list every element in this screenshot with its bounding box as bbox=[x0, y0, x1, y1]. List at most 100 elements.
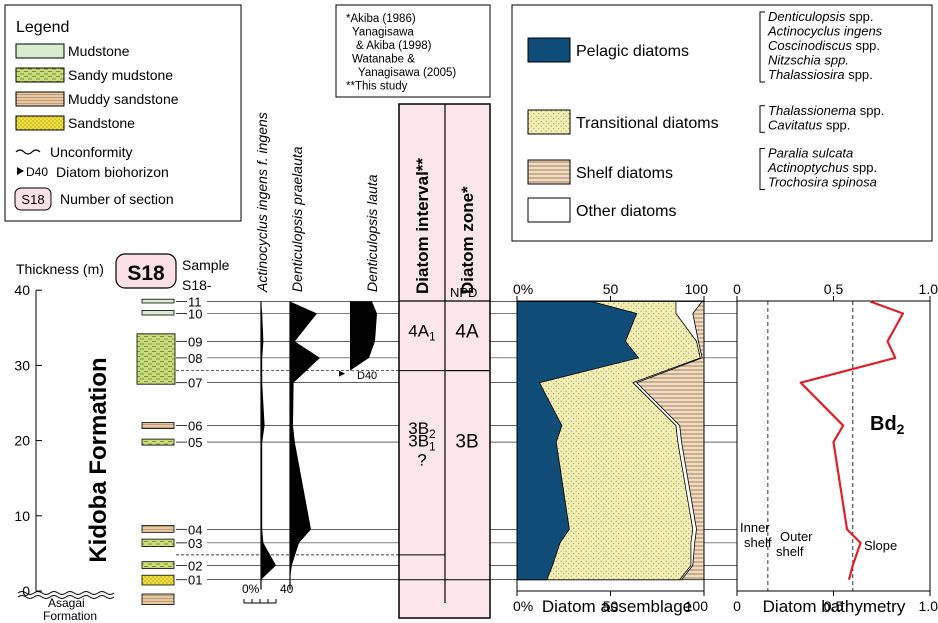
interval-label: ? bbox=[417, 451, 426, 470]
taxon-name: Coscinodiscus spp. bbox=[768, 38, 880, 53]
species-scale-zero: 0% bbox=[242, 582, 260, 596]
species-name-3: Denticulopsis lauta bbox=[364, 174, 380, 292]
assemblage-tick-label-top: 100 bbox=[685, 281, 709, 297]
taxon-name: Thalassiosira spp. bbox=[768, 67, 873, 82]
taxa-bracket bbox=[759, 105, 765, 133]
taxon-name: Paralia sulcata bbox=[768, 146, 853, 161]
bathymetry-tick-label-top: 0 bbox=[733, 281, 741, 297]
bathymetry-tick-label-bottom: 0 bbox=[733, 598, 741, 614]
interval-title: Diatom interval** bbox=[413, 158, 432, 294]
assemblage-legend-label: Transitional diatoms bbox=[576, 115, 719, 132]
lithology-bed bbox=[141, 561, 175, 569]
legend-unconformity: Unconformity bbox=[50, 144, 132, 160]
taxon-name: Actinocyclus ingens bbox=[767, 24, 883, 39]
legend-title: Legend bbox=[16, 19, 69, 36]
legend-label-mudstone: Mudstone bbox=[68, 43, 130, 59]
species-scale-bar bbox=[243, 599, 277, 604]
assemblage-swatch bbox=[527, 159, 571, 185]
column-header: Thickness (m) S18 Sample S18- bbox=[16, 253, 230, 293]
range-denticulopsis-lauta bbox=[350, 301, 377, 371]
thickness-tick-label: 20 bbox=[14, 433, 30, 449]
sample-id: 08 bbox=[188, 351, 202, 366]
bathymetry-annotation: Bd2 bbox=[870, 413, 905, 437]
unconformity-line-2 bbox=[17, 595, 115, 599]
assemblage-tick-label-bottom: 100 bbox=[685, 598, 709, 614]
biohorizon-arrow-icon bbox=[17, 167, 24, 175]
lithology-bed bbox=[141, 422, 175, 429]
legend-swatch-sandy-mudstone bbox=[15, 67, 65, 83]
unconformity-line bbox=[17, 591, 115, 595]
bathymetry-xlabel: Diatom bathymetry bbox=[763, 597, 906, 616]
sample-prefix: S18- bbox=[182, 277, 212, 293]
lower-formation-line1: Asagai bbox=[48, 596, 85, 610]
interval-label: 3B1 bbox=[408, 431, 436, 453]
lithology-bed bbox=[136, 333, 176, 385]
assemblage-legend-label: Pelagic diatoms bbox=[576, 43, 689, 60]
bathymetry-tick-label-bottom: 1.0 bbox=[919, 598, 938, 614]
bathymetry-tick-label-top: 1.0 bbox=[919, 281, 938, 297]
reference-line: *Akiba (1986) bbox=[346, 13, 416, 25]
bathymetry-zone-label: Slope bbox=[864, 538, 897, 553]
taxon-name: Nitzschia spp. bbox=[768, 53, 849, 68]
sample-id: 05 bbox=[188, 435, 202, 450]
npd-label: NPD bbox=[450, 285, 477, 300]
taxon-name: Thalassionema spp. bbox=[768, 103, 884, 118]
assemblage-tick-label-bottom: 50 bbox=[603, 598, 619, 614]
legend-biohorizon-code: D40 bbox=[26, 165, 48, 179]
thickness-tick-label: 0 bbox=[22, 583, 30, 599]
zone-label: 4A bbox=[455, 321, 479, 342]
assemblage-legend-frame bbox=[511, 4, 933, 242]
species-name-2: Denticulopsis praelauta bbox=[289, 146, 305, 292]
reference-line: Watanabe & bbox=[352, 54, 415, 66]
legend-label-muddy-sandstone: Muddy sandstone bbox=[68, 91, 179, 107]
assemblage-area-pelagic-diatoms bbox=[516, 301, 640, 581]
assemblage-tick-label-top: 50 bbox=[603, 281, 619, 297]
bathymetry-line bbox=[799, 300, 905, 581]
assemblage-tick-label-top: 0% bbox=[513, 281, 533, 297]
zone-label: 3B bbox=[455, 431, 478, 452]
species-range-chart: Actinocyclus ingens f. ingens Denticulop… bbox=[242, 112, 380, 604]
bathymetry-tick-label-top: 0.5 bbox=[824, 281, 844, 297]
diatom-zones: Diatom interval** Diatom zone* NPD 4A1 3B… bbox=[398, 103, 491, 619]
bathymetry-zone-label: shelf bbox=[744, 535, 772, 550]
assemblage-legend-label: Other diatoms bbox=[576, 203, 676, 220]
range-denticulopsis-praelauta bbox=[290, 301, 320, 580]
references-box: *Akiba (1986) Yanagisawa& Akiba (1998) Wat… bbox=[335, 4, 491, 98]
sample-id: 02 bbox=[188, 558, 202, 573]
interval-label: 3B2 bbox=[408, 419, 436, 441]
bathymetry-tick-label-bottom: 0.5 bbox=[824, 598, 844, 614]
species-scale-max: 40 bbox=[280, 582, 294, 596]
sample-id: 03 bbox=[188, 536, 202, 551]
thickness-label: Thickness (m) bbox=[16, 261, 104, 277]
assemblage-xlabel: Diatom assemblage bbox=[542, 597, 692, 616]
taxon-name: Cavitatus spp. bbox=[768, 117, 850, 132]
legend: Legend Mudstone Sandy mudstone Muddy sands… bbox=[4, 4, 242, 222]
legend-section-code: S18 bbox=[21, 192, 44, 207]
species-name-1: Actinocyclus ingens f. ingens bbox=[254, 112, 270, 293]
zone-title: Diatom zone* bbox=[458, 186, 477, 294]
lithology-bed bbox=[141, 593, 175, 605]
lithology-bed bbox=[141, 298, 175, 304]
lower-formation-line2: Formation bbox=[43, 609, 97, 623]
assemblage-swatch bbox=[527, 37, 571, 63]
assemblage-swatch bbox=[527, 109, 571, 135]
lithology-bed bbox=[141, 525, 175, 533]
sample-id: 04 bbox=[188, 522, 202, 537]
sample-id: 11 bbox=[188, 294, 202, 309]
references-frame bbox=[335, 4, 491, 98]
lithology-bed bbox=[141, 538, 175, 548]
taxa-bracket bbox=[759, 148, 765, 190]
bathymetry-zone-label: Inner bbox=[740, 520, 770, 535]
assemblage-chart: 0% 0% 50 50 100 100 Diatom assemblage bbox=[513, 281, 708, 616]
lithology-bed bbox=[141, 438, 175, 446]
taxa-bracket bbox=[759, 11, 765, 83]
thickness-tick-label: 10 bbox=[14, 508, 30, 524]
thickness-axis: 0 10 20 30 40 bbox=[14, 282, 42, 599]
taxon-name: Actinoptychus spp. bbox=[767, 160, 877, 175]
sample-lines bbox=[176, 301, 737, 581]
legend-section: Number of section bbox=[60, 191, 174, 207]
formation-label: Kidoba Formation bbox=[85, 357, 112, 562]
legend-swatch-sandstone bbox=[15, 115, 65, 131]
